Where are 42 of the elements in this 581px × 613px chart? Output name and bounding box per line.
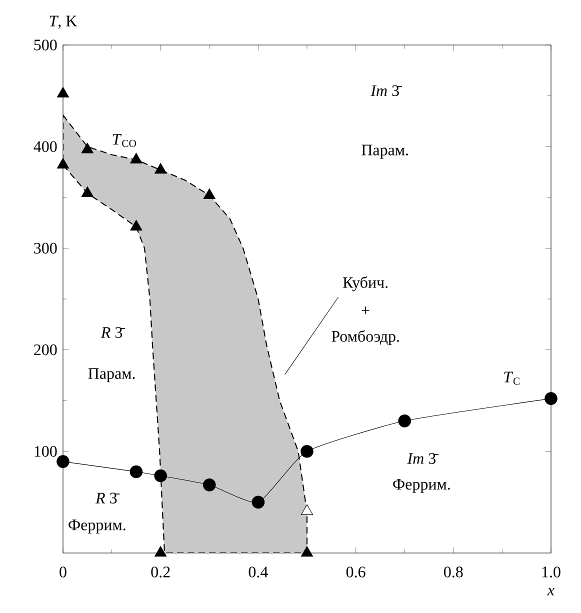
annotation: Феррим. <box>68 520 126 534</box>
annotation: Феррим. <box>393 479 450 493</box>
annotation: Парам. <box>362 144 408 159</box>
y-axis-title: T, K <box>50 16 78 29</box>
point <box>252 496 265 509</box>
y-tick-label: 100 <box>34 446 57 457</box>
y-tick-label: 300 <box>34 242 57 254</box>
point <box>130 152 142 164</box>
y-tick-label: 400 <box>34 141 57 152</box>
point <box>81 186 94 197</box>
point <box>300 444 314 458</box>
point <box>56 158 70 168</box>
x-tick-label: 0.2 <box>151 566 170 578</box>
x-axis-title: x <box>547 588 554 596</box>
point <box>154 469 168 482</box>
annotation: T$_{CO}$ <box>112 134 136 147</box>
annotation: + <box>362 306 370 314</box>
x-tick-label: 1.0 <box>542 566 560 578</box>
point <box>56 86 70 98</box>
point <box>203 478 216 492</box>
annotation: Кубич. <box>343 276 388 292</box>
annotation: T$_{C}$ <box>504 372 520 385</box>
x-tick-label: 0.8 <box>444 566 463 578</box>
annotation: Ромбоэдр. <box>332 330 399 346</box>
point <box>130 220 142 230</box>
annotation: Парам. <box>88 368 135 382</box>
point <box>130 465 143 478</box>
x-tick-label: 0.4 <box>248 566 268 578</box>
point <box>56 455 70 468</box>
annotation: Im 3̄ <box>407 453 439 464</box>
y-tick-label: 200 <box>34 344 57 356</box>
point <box>544 392 558 405</box>
x-tick-label: 0 <box>60 566 66 578</box>
annotation: Im 3̄ <box>370 85 402 96</box>
point <box>203 188 216 199</box>
x-tick-label: 0.6 <box>346 566 366 578</box>
point <box>398 414 412 428</box>
annotation: R 3̄ <box>95 492 120 504</box>
point <box>154 163 167 174</box>
annotation: R 3̄ <box>100 327 126 338</box>
point <box>81 142 94 154</box>
y-tick-label: 500 <box>34 40 57 50</box>
